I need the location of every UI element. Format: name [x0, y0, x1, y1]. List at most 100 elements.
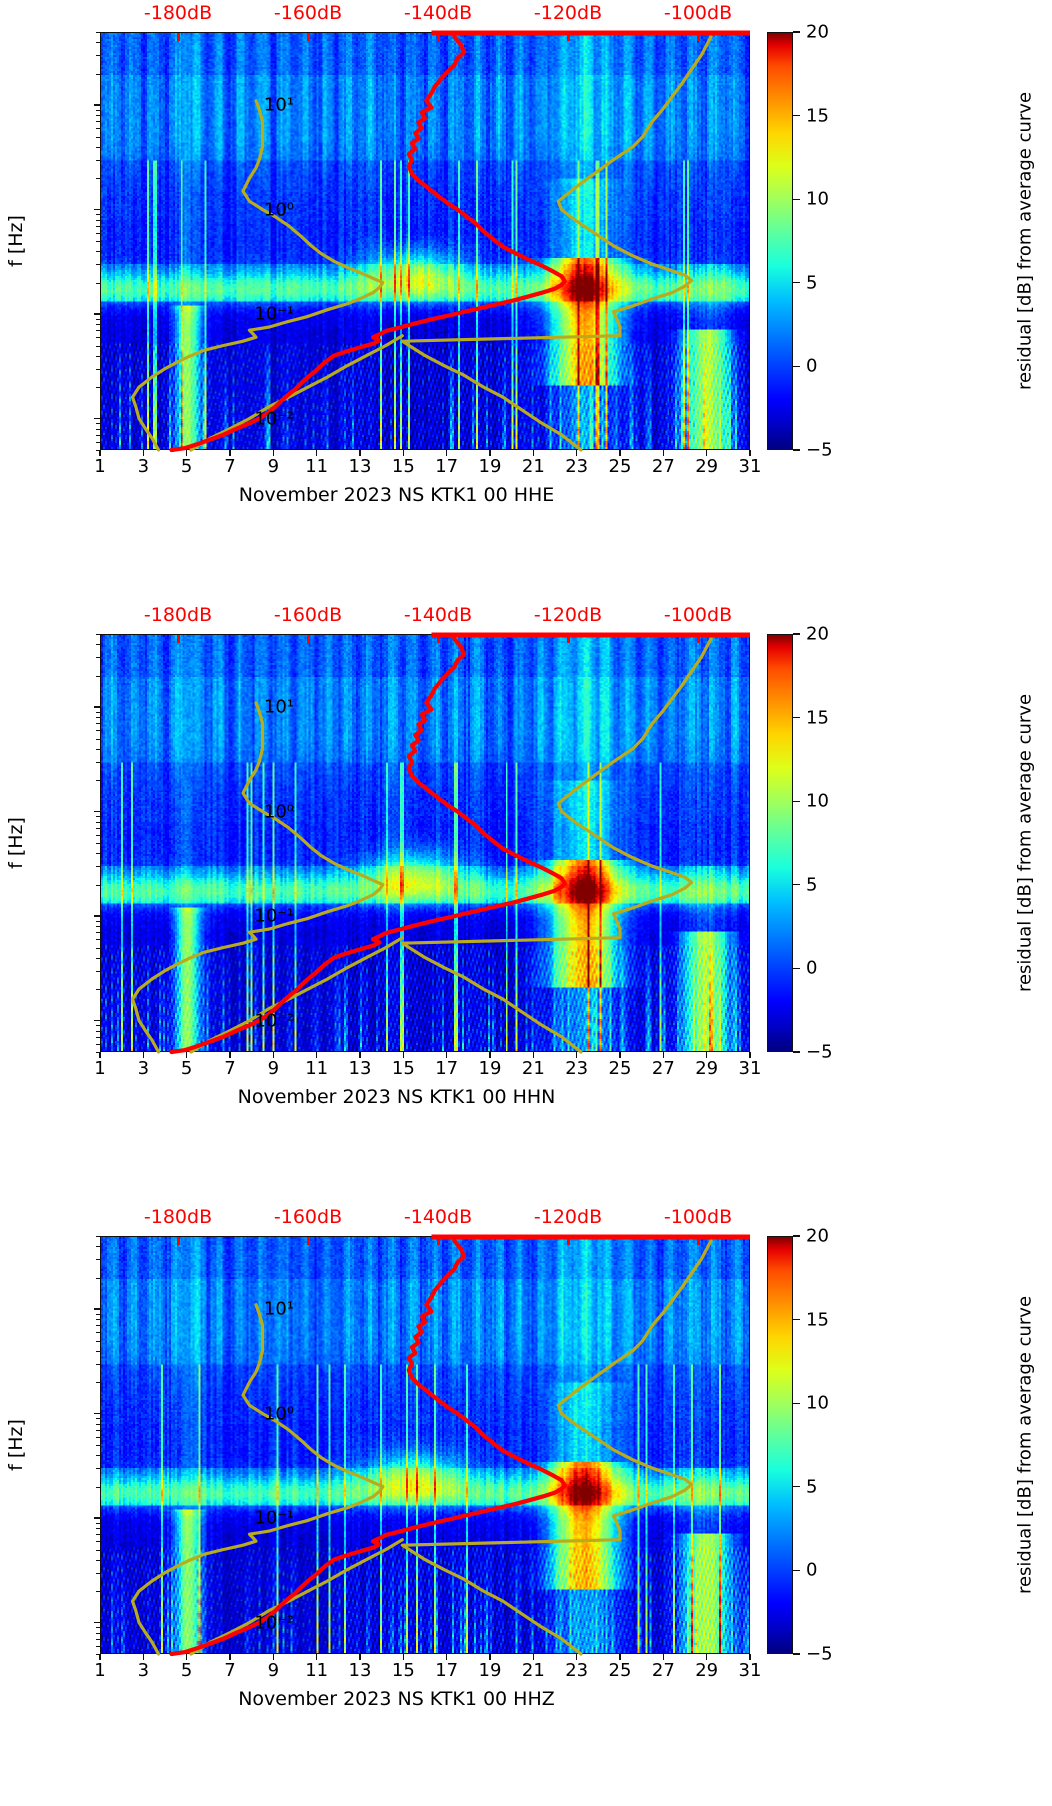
db-axis-tick-mark: [307, 33, 310, 41]
y-axis-minor-tick-mark: [96, 989, 100, 991]
y-axis-minor-tick-mark: [96, 1325, 100, 1327]
y-axis-minor-tick-mark: [96, 1340, 100, 1342]
y-axis-minor-tick-mark: [96, 939, 100, 941]
y-axis-minor-tick-mark: [96, 1423, 100, 1425]
db-axis-tick-mark: [567, 1237, 570, 1245]
y-axis-minor-tick-mark: [96, 1332, 100, 1334]
colorbar-title: residual [dB] from average curve: [1012, 32, 1038, 450]
y-axis-minor-tick-mark: [96, 355, 100, 357]
db-axis-tick-mark: [307, 1237, 310, 1245]
x-axis-title: November 2023 NS KTK1 00 HHE: [238, 484, 555, 506]
x-axis-tick-mark: [185, 450, 188, 456]
x-axis-tick-label: 3: [137, 1058, 150, 1079]
db-axis-tick-label: -120dB: [533, 604, 603, 626]
x-axis-tick-label: 21: [521, 1058, 545, 1079]
x-axis-tick-mark: [142, 1654, 145, 1660]
db-axis-tick-mark: [437, 33, 440, 41]
x-axis-tick-label: 1: [94, 1058, 106, 1079]
colorbar-title-text: residual [dB] from average curve: [1014, 91, 1036, 391]
y-axis-minor-tick-mark: [96, 1534, 100, 1536]
x-axis-tick-mark: [705, 1052, 708, 1058]
x-axis-tick-mark: [315, 1654, 318, 1660]
plot-area: [100, 1236, 750, 1654]
y-axis-minor-tick-mark: [96, 232, 100, 234]
y-axis-tick-mark: [94, 417, 100, 420]
x-axis-tick-label: 27: [651, 1058, 675, 1079]
db-axis-tick-mark: [697, 1237, 700, 1245]
x-axis-tick-label: 19: [478, 1660, 502, 1681]
x-axis-tick-label: 23: [565, 1660, 589, 1681]
y-axis-minor-tick-mark: [96, 109, 100, 111]
y-axis-minor-tick-mark: [96, 1025, 100, 1027]
y-axis-tick-mark: [94, 1621, 100, 1624]
y-axis-title: f [Hz]: [4, 1236, 28, 1654]
x-axis-tick-label: 31: [738, 1058, 762, 1079]
y-axis-minor-tick-mark: [96, 1036, 100, 1038]
x-axis-title: November 2023 NS KTK1 00 HHZ: [238, 1688, 555, 1710]
y-axis-tick-label: 10⁰: [263, 801, 294, 823]
colorbar: [767, 32, 793, 450]
y-axis-minor-tick-mark: [96, 1052, 100, 1053]
y-axis-title-text: f [Hz]: [5, 817, 27, 869]
spectrogram-image: [101, 635, 749, 1051]
colorbar: [767, 1236, 793, 1654]
db-axis-tick-mark: [697, 33, 700, 41]
y-axis-minor-tick-mark: [96, 251, 100, 253]
y-axis-minor-tick-mark: [96, 115, 100, 117]
x-axis-tick-label: 15: [391, 1058, 415, 1079]
db-axis-tick-mark: [567, 33, 570, 41]
y-axis-minor-tick-mark: [96, 1627, 100, 1629]
y-axis-minor-tick-mark: [96, 282, 100, 284]
x-axis-tick-mark: [402, 450, 405, 456]
plot-area: [100, 32, 750, 450]
spectrogram-image: [101, 33, 749, 449]
x-axis-tick-label: 31: [738, 456, 762, 477]
x-axis-tick-label: 21: [521, 1660, 545, 1681]
y-axis-minor-tick-mark: [96, 136, 100, 138]
y-axis-tick-label: 10¹: [263, 94, 294, 116]
x-axis-tick-label: 3: [137, 1660, 150, 1681]
y-axis-minor-tick-mark: [96, 1259, 100, 1261]
y-axis-minor-tick-mark: [96, 159, 100, 161]
x-axis-tick-mark: [749, 1654, 751, 1660]
x-axis-tick-mark: [619, 1052, 621, 1058]
x-axis-tick-label: 7: [224, 1058, 236, 1079]
y-axis-minor-tick-mark: [96, 146, 100, 148]
y-axis-tick-label: 10⁻¹: [254, 905, 294, 927]
x-axis-tick-label: 13: [348, 1058, 372, 1079]
y-axis-minor-tick-mark: [96, 1654, 100, 1655]
x-axis-tick-label: 19: [478, 456, 502, 477]
x-axis-tick-label: 3: [137, 456, 150, 477]
y-axis-minor-tick-mark: [96, 1455, 100, 1457]
db-axis-tick-label: -100dB: [663, 604, 733, 626]
db-axis-tick-mark: [437, 1237, 440, 1245]
y-axis-tick-label: 10⁻¹: [254, 1507, 294, 1529]
x-axis-tick-mark: [575, 1052, 578, 1058]
y-axis-title: f [Hz]: [4, 634, 28, 1052]
colorbar-title-text: residual [dB] from average curve: [1014, 693, 1036, 993]
y-axis-minor-tick-mark: [96, 73, 100, 75]
y-axis-tick-mark: [94, 313, 100, 315]
db-axis-tick-label: -100dB: [663, 2, 733, 24]
x-axis-tick-mark: [99, 450, 101, 456]
colorbar-tick-mark: [793, 114, 800, 117]
y-axis-minor-tick-mark: [96, 821, 100, 823]
y-axis-minor-tick-mark: [96, 264, 100, 266]
x-axis-tick-mark: [315, 1052, 318, 1058]
colorbar-tick-mark: [793, 1653, 800, 1655]
colorbar-title-text: residual [dB] from average curve: [1014, 1295, 1036, 1595]
y-axis-minor-tick-mark: [96, 843, 100, 844]
x-axis-tick-mark: [489, 450, 491, 456]
db-axis-tick-label: -180dB: [143, 2, 213, 24]
y-axis-minor-tick-mark: [96, 337, 100, 339]
x-axis-tick-label: 17: [435, 456, 459, 477]
x-axis-tick-label: 5: [180, 1660, 193, 1681]
y-axis-minor-tick-mark: [96, 1350, 100, 1352]
db-axis-tick-label: -160dB: [273, 2, 343, 24]
x-axis-tick-label: 17: [435, 1058, 459, 1079]
x-axis-tick-mark: [662, 1654, 665, 1660]
y-axis-minor-tick-mark: [96, 1382, 100, 1384]
y-axis-tick-label: 10⁻¹: [254, 303, 294, 325]
db-axis-tick-label: -140dB: [403, 2, 473, 24]
y-axis-minor-tick-mark: [96, 1313, 100, 1315]
